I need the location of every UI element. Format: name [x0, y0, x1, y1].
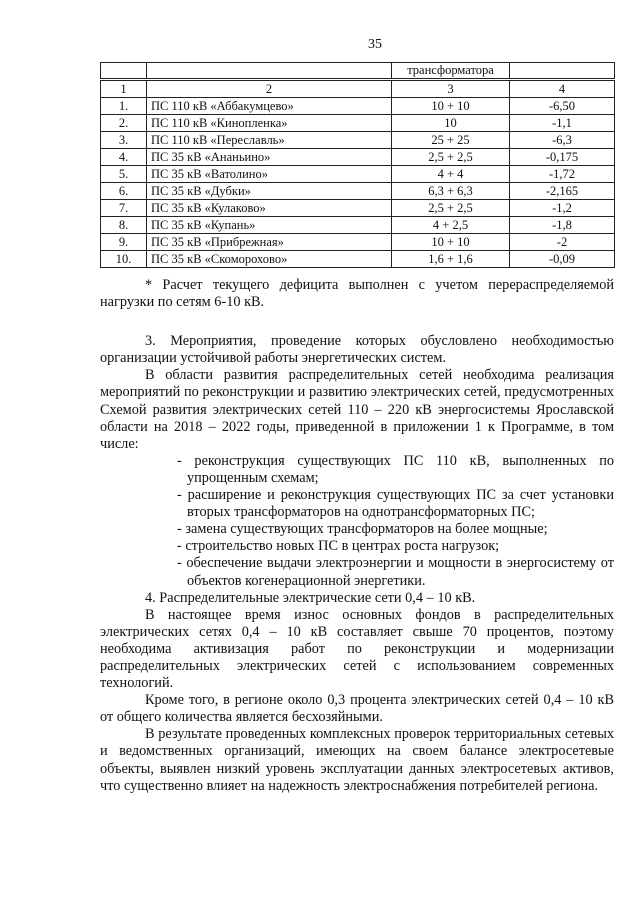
column-number: 3: [391, 79, 510, 98]
row-number-cell: 3.: [100, 131, 147, 149]
transformer-cell: 2,5 + 2,5: [391, 148, 510, 166]
row-number-cell: 6.: [100, 182, 147, 200]
header-cell: трансформатора: [391, 62, 510, 81]
transformer-cell: 10 + 10: [391, 233, 510, 251]
transformer-cell: 6,3 + 6,3: [391, 182, 510, 200]
list-item: - обеспечение выдачи электроэнергии и мо…: [177, 555, 614, 589]
table-row: 8. ПС 35 кВ «Купань» 4 + 2,5 -1,8: [100, 216, 615, 234]
section-4-paragraph: Кроме того, в регионе около 0,3 процента…: [100, 692, 614, 726]
section-3-title: 3. Мероприятия, проведение которых обусл…: [100, 333, 614, 367]
deficit-cell: -2: [509, 233, 615, 251]
deficit-cell: -1,2: [509, 199, 615, 217]
row-number-cell: 10.: [100, 250, 147, 268]
table-row: 1. ПС 110 кВ «Аббакумцево» 10 + 10 -6,50: [100, 97, 615, 115]
deficit-cell: -6,50: [509, 97, 615, 115]
substation-name-cell: ПС 35 кВ «Ватолино»: [146, 165, 392, 183]
substations-table: трансформатора 1 2 3 4 1. ПС 110 кВ «Абба…: [100, 62, 615, 268]
substation-name-cell: ПС 35 кВ «Кулаково»: [146, 199, 392, 217]
list-item: - реконструкция существующих ПС 110 кВ, …: [177, 452, 614, 486]
section-4-paragraph: В настоящее время износ основных фондов …: [100, 606, 614, 692]
row-number-cell: 5.: [100, 165, 147, 183]
deficit-cell: -1,8: [509, 216, 615, 234]
list-item: - замена существующих трансформаторов на…: [177, 521, 548, 538]
deficit-cell: -1,1: [509, 114, 615, 132]
transformer-cell: 25 + 25: [391, 131, 510, 149]
row-number-cell: 4.: [100, 148, 147, 166]
row-number-cell: 7.: [100, 199, 147, 217]
header-cell: [100, 62, 147, 81]
deficit-cell: -0,175: [509, 148, 615, 166]
row-number-cell: 1.: [100, 97, 147, 115]
deficit-cell: -0,09: [509, 250, 615, 268]
transformer-cell: 1,6 + 1,6: [391, 250, 510, 268]
table-row: 10. ПС 35 кВ «Скоморохово» 1,6 + 1,6 -0,09: [100, 250, 615, 268]
substation-name-cell: ПС 35 кВ «Купань»: [146, 216, 392, 234]
measures-list: - реконструкция существующих ПС 110 кВ, …: [100, 453, 614, 590]
substation-name-cell: ПС 110 кВ «Кинопленка»: [146, 114, 392, 132]
list-item: - строительство новых ПС в центрах роста…: [177, 538, 500, 555]
transformer-cell: 4 + 4: [391, 165, 510, 183]
deficit-cell: -2,165: [509, 182, 615, 200]
section-4-paragraph: В результате проведенных комплексных про…: [100, 726, 614, 794]
transformer-cell: 2,5 + 2,5: [391, 199, 510, 217]
substation-name-cell: ПС 35 кВ «Дубки»: [146, 182, 392, 200]
table-row: 4. ПС 35 кВ «Ананьино» 2,5 + 2,5 -0,175: [100, 148, 615, 166]
transformer-cell: 4 + 2,5: [391, 216, 510, 234]
substation-name-cell: ПС 110 кВ «Переславль»: [146, 131, 392, 149]
row-number-cell: 8.: [100, 216, 147, 234]
footnote: * Расчет текущего дефицита выполнен с уч…: [100, 277, 614, 311]
transformer-cell: 10: [391, 114, 510, 132]
column-number: 4: [509, 79, 615, 98]
list-item: - расширение и реконструкция существующи…: [177, 487, 614, 521]
table-row: 9. ПС 35 кВ «Прибрежная» 10 + 10 -2: [100, 233, 615, 251]
transformer-cell: 10 + 10: [391, 97, 510, 115]
table-row: 7. ПС 35 кВ «Кулаково» 2,5 + 2,5 -1,2: [100, 199, 615, 217]
column-number-row: 1 2 3 4: [100, 79, 615, 98]
table-row: 6. ПС 35 кВ «Дубки» 6,3 + 6,3 -2,165: [100, 182, 615, 200]
deficit-cell: -6,3: [509, 131, 615, 149]
row-number-cell: 2.: [100, 114, 147, 132]
substation-name-cell: ПС 35 кВ «Прибрежная»: [146, 233, 392, 251]
header-cell: [146, 62, 392, 81]
section-4-title: 4. Распределительные электрические сети …: [145, 589, 476, 606]
substation-name-cell: ПС 35 кВ «Ананьино»: [146, 148, 392, 166]
column-number: 2: [146, 79, 392, 98]
page-number: 35: [368, 37, 382, 52]
table-row: 5. ПС 35 кВ «Ватолино» 4 + 4 -1,72: [100, 165, 615, 183]
header-cell: [509, 62, 615, 81]
substation-name-cell: ПС 110 кВ «Аббакумцево»: [146, 97, 392, 115]
table-row: 3. ПС 110 кВ «Переславль» 25 + 25 -6,3: [100, 131, 615, 149]
table-header-row: трансформатора: [100, 62, 615, 81]
table-row: 2. ПС 110 кВ «Кинопленка» 10 -1,1: [100, 114, 615, 132]
substation-name-cell: ПС 35 кВ «Скоморохово»: [146, 250, 392, 268]
deficit-cell: -1,72: [509, 165, 615, 183]
column-number: 1: [100, 79, 147, 98]
row-number-cell: 9.: [100, 233, 147, 251]
body-text: * Расчет текущего дефицита выполнен с уч…: [100, 277, 614, 795]
section-3-paragraph: В области развития распределительных сет…: [100, 367, 614, 452]
